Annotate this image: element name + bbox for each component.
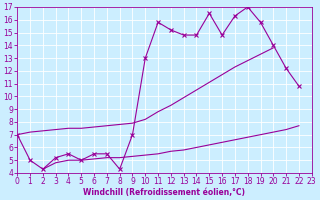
X-axis label: Windchill (Refroidissement éolien,°C): Windchill (Refroidissement éolien,°C)	[84, 188, 245, 197]
